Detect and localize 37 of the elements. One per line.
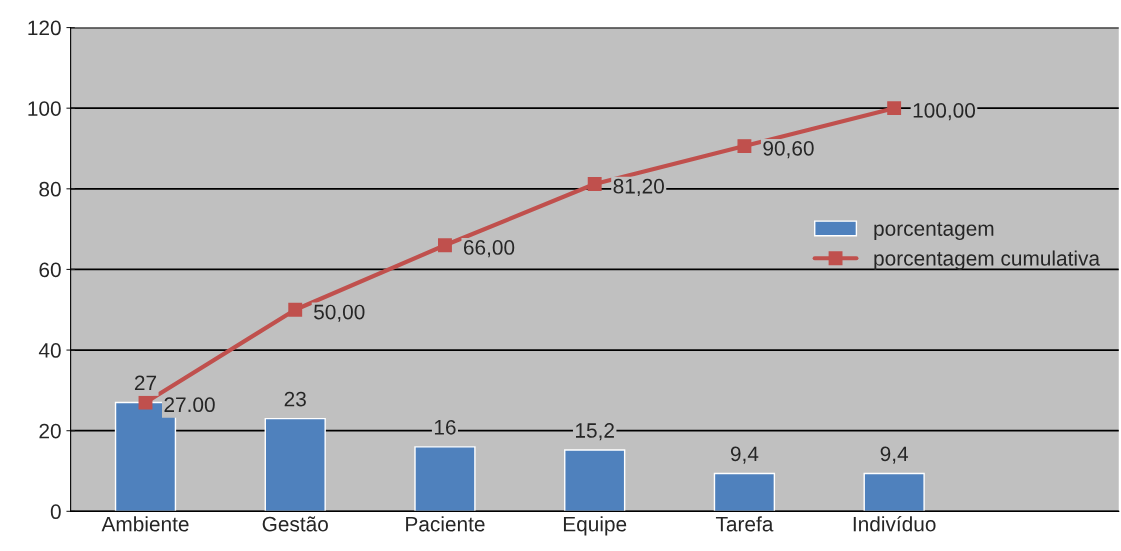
point <box>737 139 752 154</box>
point <box>438 238 452 253</box>
data-label: 27.00 <box>164 397 215 413</box>
data-label: 50,00 <box>314 304 365 322</box>
y-tick-label: 80 <box>39 181 61 197</box>
point <box>587 177 602 191</box>
data-label: 100,00 <box>913 103 976 121</box>
data-label: 9,4 <box>880 446 909 464</box>
y-tick-label: 20 <box>39 423 61 439</box>
legend-label: porcentagem <box>874 222 994 241</box>
bar <box>713 472 776 512</box>
data-label: 23 <box>284 391 306 407</box>
x-tick-label: Gestão <box>262 516 328 532</box>
bar <box>564 449 626 512</box>
y-tick-label: 0 <box>50 504 61 520</box>
bar <box>264 417 326 512</box>
legend-label: porcentagem cumulativa <box>874 250 1101 270</box>
x-tick-label: Paciente <box>406 516 485 532</box>
data-label: 27 <box>134 375 157 391</box>
bar <box>414 446 476 512</box>
x-tick-label: Tarefa <box>715 516 774 532</box>
data-label: 15,2 <box>576 423 614 441</box>
data-label: 66,00 <box>463 240 515 258</box>
bar <box>863 472 925 512</box>
x-tick-label: Indivíduo <box>853 515 936 532</box>
x-tick-label: Ambiente <box>101 516 189 532</box>
data-label: 16 <box>434 419 456 435</box>
data-label: 81,20 <box>613 178 664 197</box>
point <box>288 302 303 317</box>
y-tick-label: 100 <box>28 101 61 116</box>
y-tick-label: 60 <box>39 262 61 278</box>
point <box>887 101 902 116</box>
y-tick-label: 120 <box>28 20 61 36</box>
data-label: 90,60 <box>763 140 814 159</box>
data-label: 9,4 <box>730 446 759 464</box>
x-tick-label: Equipe <box>563 516 627 536</box>
y-tick-label: 40 <box>38 343 61 358</box>
